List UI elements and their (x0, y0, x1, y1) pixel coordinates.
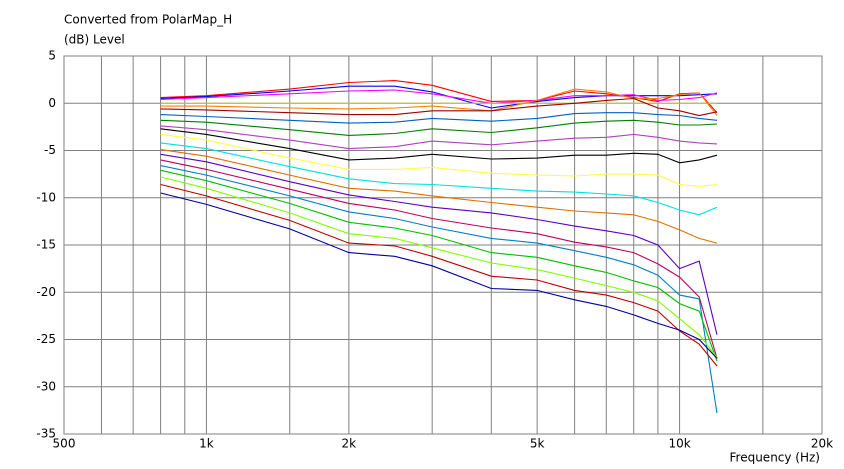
x-tick-label: 5k (530, 437, 545, 451)
series-line (160, 97, 718, 117)
y-tick-label: -30 (36, 379, 56, 393)
series-line (160, 112, 718, 124)
series-line (160, 142, 718, 216)
y-tick-label: -35 (36, 427, 56, 441)
series-line (160, 133, 718, 187)
series-line (160, 176, 718, 358)
series-line (160, 183, 718, 367)
y-tick-label: -20 (36, 285, 56, 299)
x-tick-label: 500 (53, 437, 76, 451)
series-line (160, 88, 718, 116)
series-line (160, 192, 718, 359)
x-tick-label: 1k (199, 437, 214, 451)
series-line (160, 119, 718, 136)
y-tick-label: 5 (48, 49, 56, 63)
y-tick-label: -5 (44, 143, 56, 157)
series-line (160, 159, 718, 359)
y-tick-label: -15 (36, 238, 56, 252)
series-line (160, 169, 718, 362)
plot-border (63, 55, 823, 435)
series-line (160, 149, 718, 244)
series-line (160, 153, 718, 335)
plot-lines (160, 80, 718, 414)
x-axis-label: Frequency (Hz) (730, 451, 821, 465)
series-line (160, 128, 718, 164)
y-axis-label: (dB) Level (64, 33, 125, 47)
series-line (160, 125, 718, 150)
chart-title: Converted from PolarMap_H (64, 13, 232, 27)
y-tick-label: -25 (36, 332, 56, 346)
x-tick-label: 10k (668, 437, 690, 451)
x-tick-label: 2k (342, 437, 357, 451)
series-line (160, 165, 718, 414)
y-tick-label: 0 (48, 96, 56, 110)
x-tick-label: 20k (811, 437, 833, 451)
y-tick-label: -10 (36, 190, 56, 204)
